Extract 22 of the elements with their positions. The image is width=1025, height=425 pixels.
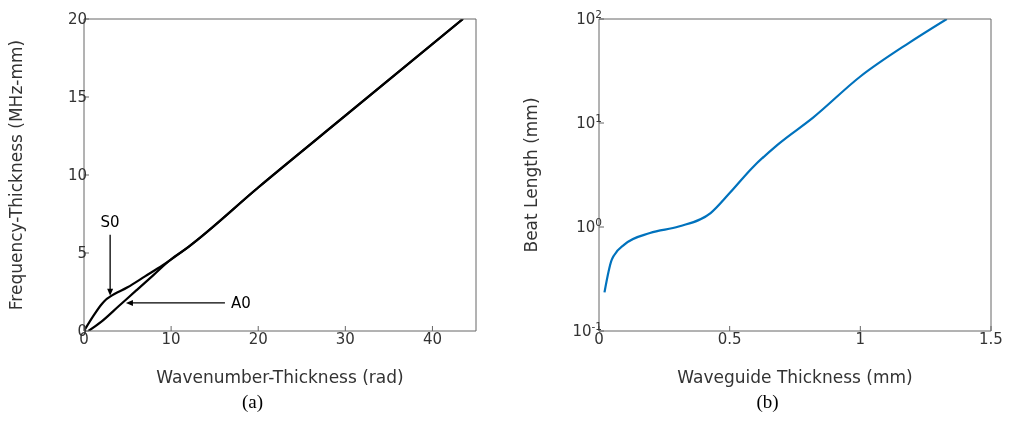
text: (a)	[241, 391, 264, 413]
annotation: S0	[100, 212, 120, 231]
y-tick-label: 10$^{1}$	[576, 112, 602, 132]
y-tick-label: 20	[67, 10, 87, 28]
x-tick-label: 20	[248, 330, 268, 348]
x-tick-label: 0.5	[717, 330, 742, 348]
text: (b)	[756, 391, 779, 413]
x-tick-label: 1.5	[979, 330, 1003, 348]
y-tick-label: 5	[77, 244, 87, 262]
y-tick-label: 10	[67, 166, 87, 184]
y-axis-title: Beat Length (mm)	[521, 97, 542, 253]
y-tick-label: 10$^{2}$	[576, 8, 602, 28]
x-tick-label: 10	[161, 330, 181, 348]
annotation: A0	[230, 293, 251, 312]
y-tick-label: 10$^{0}$	[576, 216, 602, 236]
x-axis-title: Wavenumber-Thickness (rad)	[156, 367, 404, 387]
x-axis-title: Waveguide Thickness (mm)	[677, 367, 913, 387]
x-tick-label: 30	[335, 330, 355, 348]
x-tick-label: 1	[855, 330, 866, 348]
y-axis-title: Frequency-Thickness (MHz-mm)	[6, 39, 27, 311]
x-tick-label: 40	[422, 330, 442, 348]
y-tick-label: 15	[67, 88, 87, 106]
